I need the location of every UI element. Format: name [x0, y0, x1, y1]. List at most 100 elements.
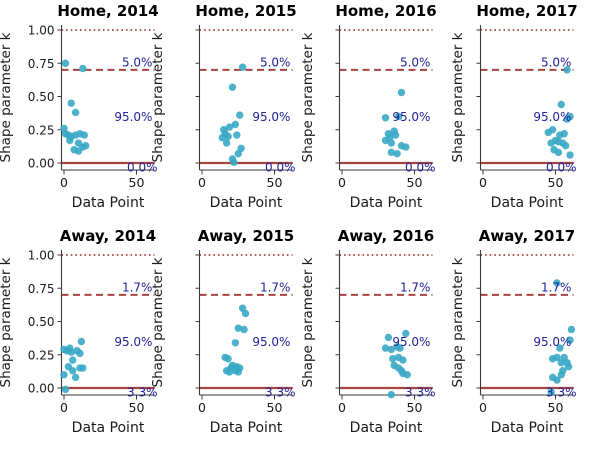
percent-annotation: 1.7% [260, 281, 291, 295]
scatter-point [557, 371, 565, 379]
percent-annotation: 3.3% [546, 386, 577, 400]
scatter-point [566, 336, 574, 344]
percent-annotation: 95.0% [392, 110, 430, 124]
subplot-title: Home, 2017 [476, 2, 577, 20]
x-tick-label: 50 [129, 400, 145, 415]
scatter-point [560, 130, 568, 138]
scatter-point [402, 143, 410, 151]
percent-annotation: 95.0% [252, 335, 290, 349]
scatter-point [563, 66, 571, 74]
x-tick-label: 0 [338, 175, 346, 190]
percent-annotation: 1.7% [541, 281, 572, 295]
subplot-home-2017: Home, 2017 Shape parameter k 0 50 Data Point… [450, 2, 578, 211]
scatter-point [557, 359, 565, 367]
scatter-point [387, 390, 395, 399]
percent-annotation: 0.0% [127, 161, 158, 175]
scatter-point [563, 115, 571, 123]
scatter-point [222, 139, 231, 147]
scatter-point [240, 325, 248, 334]
scatter-point [391, 131, 400, 139]
x-tick-label: 0 [60, 400, 68, 415]
percent-annotation: 3.3% [405, 386, 436, 400]
x-tick-label: 0 [198, 400, 206, 415]
y-tick-label: 0.25 [28, 348, 55, 362]
y-tick-label: 0.75 [28, 57, 55, 71]
x-tick-label: 0 [198, 175, 206, 190]
scatter-point [66, 136, 74, 145]
x-axis-label: Data Point [72, 195, 145, 211]
scatter-point [241, 309, 250, 318]
scatter-point [557, 100, 565, 109]
scatter-point [544, 128, 552, 137]
x-tick-label: 0 [338, 400, 346, 415]
scatter-point [74, 147, 83, 155]
scatter-point [564, 363, 573, 371]
scatter-point [225, 368, 234, 376]
percent-annotation: 95.0% [114, 110, 152, 124]
scatter-point [234, 324, 242, 332]
subplot-title: Away, 2016 [338, 227, 434, 245]
subplot-home-2016: Home, 2016 Shape parameter k 0 50 Data Point… [300, 2, 437, 211]
scatter-point [387, 345, 395, 354]
scatter-point [79, 364, 87, 372]
scatter-point [381, 136, 390, 145]
scatter-point [547, 139, 555, 147]
y-tick-label: 1.00 [28, 24, 55, 38]
scatter-point [67, 99, 75, 107]
percent-annotation: 95.0% [114, 335, 152, 349]
scatter-point [393, 149, 401, 158]
x-tick-label: 0 [479, 175, 487, 190]
scatter-point [381, 344, 390, 352]
scatter-point [60, 371, 68, 379]
scatter-point [231, 120, 240, 129]
scatter-point [553, 279, 561, 287]
subplot-home-2015: Home, 2015 Shape parameter k 0 50 Data Point… [150, 2, 297, 211]
scatter-point [403, 371, 411, 379]
x-axis-label: Data Point [350, 420, 423, 436]
x-tick-label: 50 [407, 175, 423, 190]
scatter-point [566, 151, 574, 159]
y-axis-label: Shape parameter k [300, 257, 316, 387]
x-axis-label: Data Point [350, 195, 423, 211]
scatter-point [77, 337, 86, 346]
y-tick-label: 0.75 [28, 282, 55, 296]
scatter-point [61, 59, 70, 67]
scatter-point [402, 329, 410, 338]
scatter-point [79, 64, 87, 73]
scatter-point [381, 114, 390, 122]
scatter-point [61, 385, 70, 394]
y-axis-label: Shape parameter k [450, 32, 466, 162]
scatter-point [547, 388, 555, 396]
scatter-point [556, 344, 564, 352]
x-tick-label: 50 [407, 400, 423, 415]
percent-annotation: 5.0% [541, 56, 572, 70]
x-axis-label: Data Point [72, 420, 145, 436]
x-tick-label: 50 [267, 400, 283, 415]
scatter-point [71, 108, 80, 117]
y-tick-label: 0.50 [28, 315, 55, 329]
scatter-point [553, 353, 561, 362]
scatter-point [236, 111, 244, 119]
x-axis-label: Data Point [210, 420, 283, 436]
scatter-point [553, 376, 561, 384]
x-axis-label: Data Point [210, 195, 283, 211]
scatter-point [224, 132, 232, 141]
scatter-point [82, 142, 90, 150]
x-tick-label: 50 [129, 175, 145, 190]
subplot-away-2017: Away, 2017 Shape parameter k 0 50 Data Point… [450, 227, 577, 436]
scatter-point [550, 146, 558, 154]
subplot-title: Away, 2015 [198, 227, 294, 245]
percent-annotation: 95.0% [392, 335, 430, 349]
scatter-point [384, 333, 393, 342]
subplot-title: Home, 2015 [195, 2, 296, 20]
x-tick-label: 50 [548, 175, 564, 190]
scatter-point [397, 88, 406, 97]
percent-annotation: 3.3% [265, 386, 296, 400]
scatter-point [387, 148, 395, 157]
subplot-away-2014: Away, 2014 Shape parameter k 0.00 0.25 0.50 0… [0, 227, 158, 436]
scatter-point [231, 339, 240, 347]
scatter-point [394, 112, 403, 121]
percent-annotation: 5.0% [400, 56, 431, 70]
scatter-point [69, 367, 77, 375]
